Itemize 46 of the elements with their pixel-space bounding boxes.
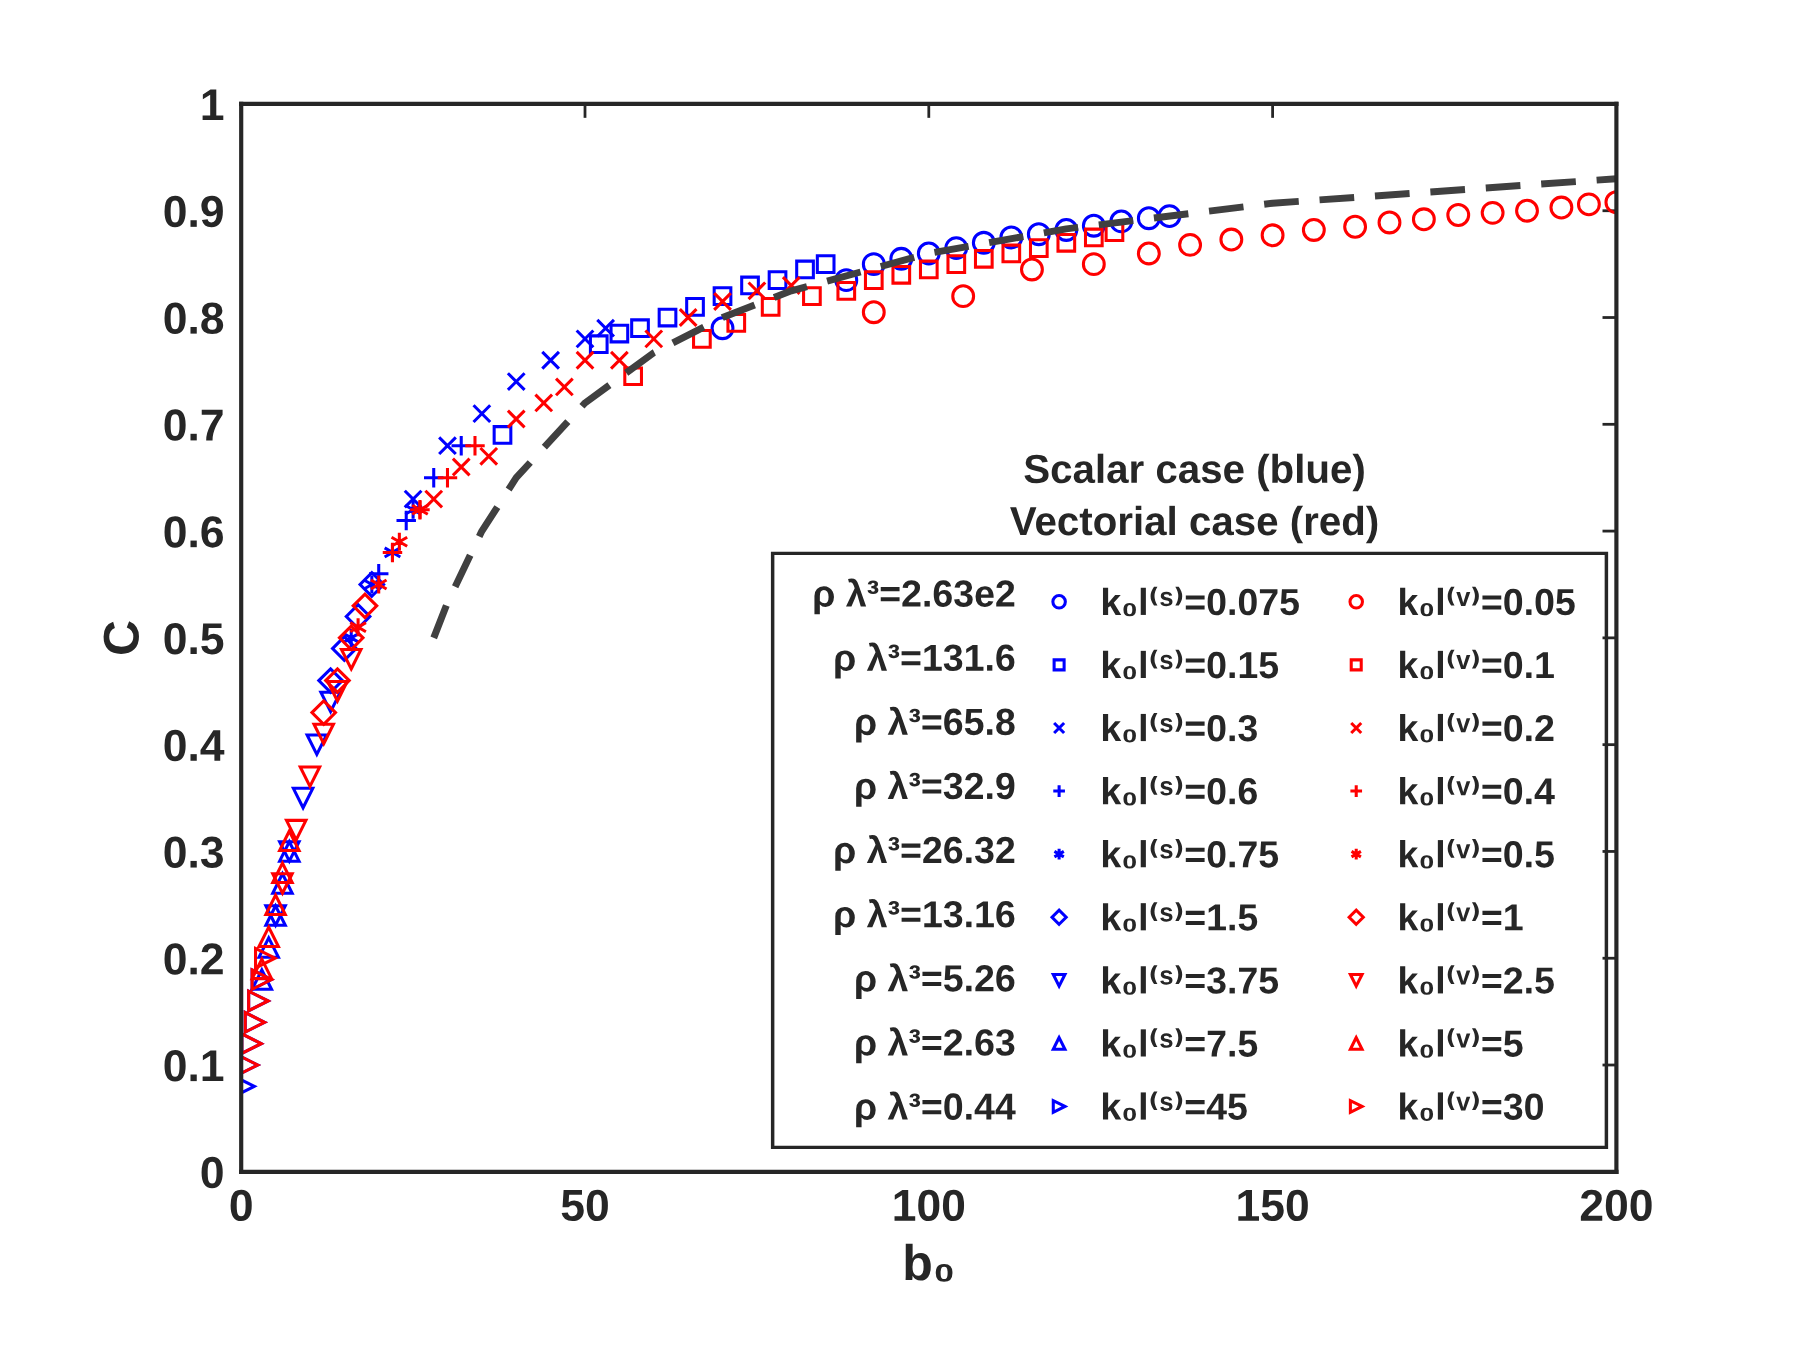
annotation: ρ λ³=131.6 — [835, 642, 1015, 679]
legend-label: k₀l⁽ˢ⁾=0.075 — [1102, 586, 1299, 617]
annotation: ρ λ³=2.63 — [856, 1027, 1015, 1064]
x-tick-label: 50 — [561, 1189, 608, 1222]
y-tick-label: 0.5 — [164, 622, 224, 655]
x-tick-label: 150 — [1238, 1189, 1308, 1222]
x-tick-label: 0 — [230, 1189, 252, 1222]
y-tick-label: 0 — [201, 1156, 223, 1189]
y-tick-label: 0.2 — [164, 943, 223, 975]
legend-label: k₀l⁽ˢ⁾=45 — [1102, 1091, 1247, 1121]
y-tick-label: 0.3 — [164, 836, 223, 869]
legend-label: k₀l⁽ˢ⁾=7.5 — [1102, 1028, 1258, 1058]
legend-label: k₀l⁽ˢ⁾=0.75 — [1102, 839, 1279, 869]
legend-label: k₀l⁽ᵛ⁾=0.5 — [1400, 839, 1554, 869]
legend-label: k₀l⁽ᵛ⁾=2.5 — [1400, 965, 1554, 995]
legend-label: k₀l⁽ᵛ⁾=0.4 — [1400, 776, 1555, 806]
legend-label: k₀l⁽ˢ⁾=0.15 — [1102, 649, 1279, 680]
y-tick-label: 0.9 — [164, 195, 223, 228]
legend-title: Scalar case (blue) Vectorial case (red) — [1010, 453, 1378, 544]
legend-label: k₀l⁽ᵛ⁾=0.05 — [1400, 586, 1575, 617]
y-tick-label: 0.4 — [164, 729, 225, 762]
y-tick-label: 0.7 — [164, 409, 223, 441]
legend-label: k₀l⁽ᵛ⁾=5 — [1400, 1028, 1523, 1058]
annotation: ρ λ³=26.32 — [835, 834, 1015, 871]
legend-label: k₀l⁽ˢ⁾=0.6 — [1102, 776, 1257, 806]
annotation: ρ λ³=13.16 — [835, 899, 1015, 935]
y-tick-label: 0.6 — [164, 516, 223, 548]
legend-label: k₀l⁽ᵛ⁾=0.1 — [1400, 649, 1554, 680]
legend-label: k₀l⁽ˢ⁾=1.5 — [1102, 902, 1258, 932]
y-tick-label: 1 — [202, 89, 224, 121]
x-tick-label: 200 — [1580, 1189, 1652, 1222]
y-axis-title: C — [103, 621, 139, 654]
y-tick-label: 0.1 — [164, 1050, 224, 1082]
x-axis-title: b₀ — [905, 1243, 953, 1282]
legend-label: k₀l⁽ˢ⁾=3.75 — [1102, 965, 1279, 995]
y-tick-label: 0.8 — [164, 302, 224, 335]
legend-label: k₀l⁽ᵛ⁾=1 — [1400, 902, 1523, 932]
legend-label: k₀l⁽ᵛ⁾=0.2 — [1400, 712, 1554, 743]
annotation: ρ λ³=2.63e2 — [814, 578, 1015, 615]
x-tick-label: 100 — [894, 1189, 965, 1222]
annotation: ρ λ³=32.9 — [856, 770, 1015, 807]
legend-label: k₀l⁽ˢ⁾=0.3 — [1102, 712, 1257, 743]
legend-label: k₀l⁽ᵛ⁾=30 — [1400, 1091, 1543, 1121]
annotation: ρ λ³=5.26 — [856, 963, 1015, 1000]
annotation: ρ λ³=0.44 — [856, 1091, 1016, 1128]
annotation: ρ λ³=65.8 — [856, 706, 1015, 743]
